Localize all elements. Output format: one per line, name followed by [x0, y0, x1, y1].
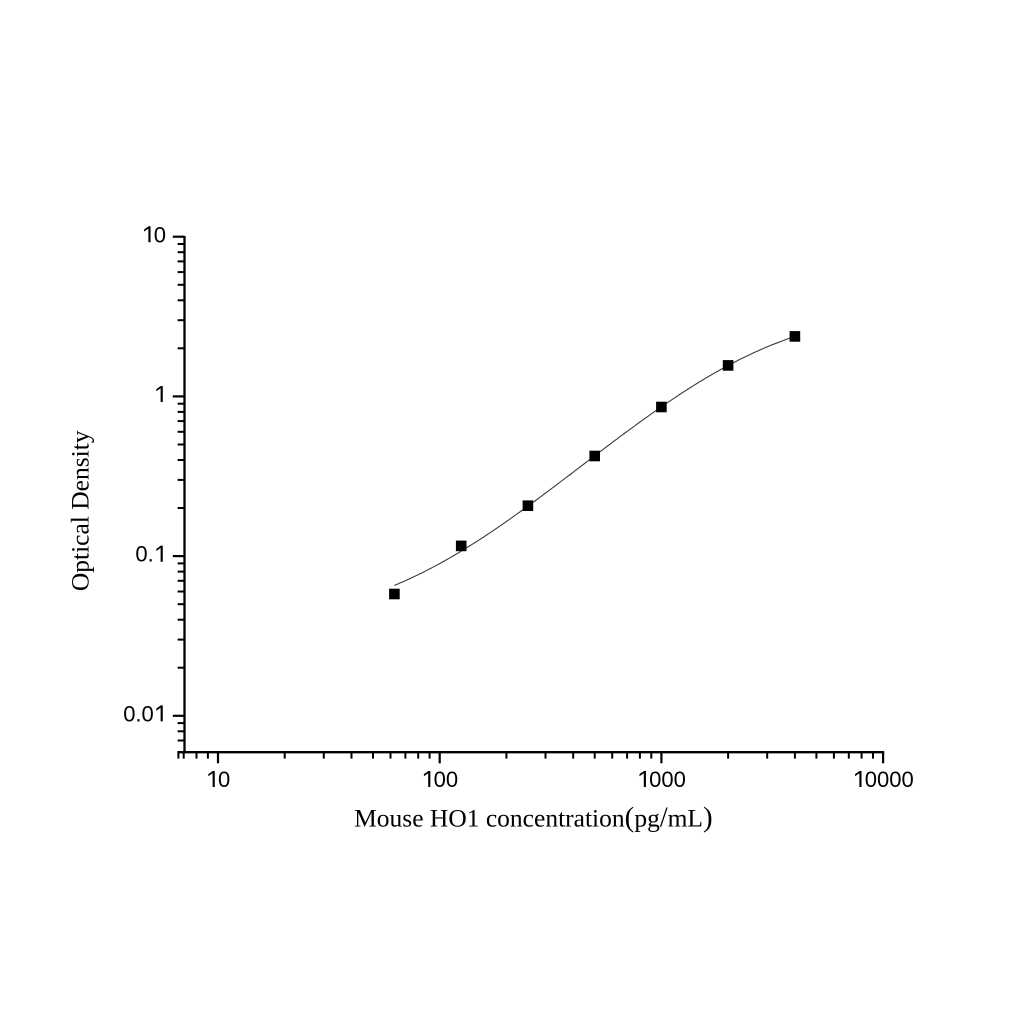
svg-text:0: 0	[154, 222, 166, 247]
svg-text:0: 0	[218, 767, 230, 792]
svg-text:0000: 0000	[865, 767, 914, 792]
svg-text:Mouse HO1 concentration(pg/mL): Mouse HO1 concentration(pg/mL)	[354, 802, 713, 834]
svg-text:0.0: 0.0	[123, 701, 154, 726]
svg-text:000: 000	[649, 767, 686, 792]
svg-text:0.: 0.	[135, 542, 153, 567]
svg-text:00: 00	[434, 767, 458, 792]
svg-text:Optical Density: Optical Density	[66, 430, 95, 591]
